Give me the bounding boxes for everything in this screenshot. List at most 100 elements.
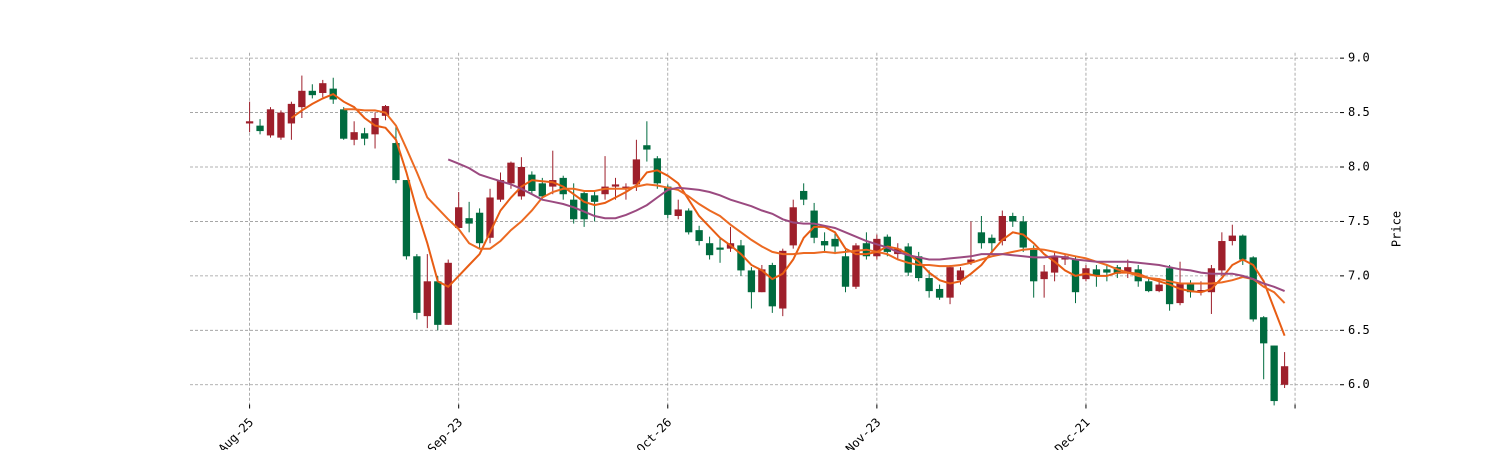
candle-body [381, 106, 390, 116]
candle-body [611, 184, 620, 187]
candle-body [685, 210, 693, 233]
candle-body [1050, 256, 1059, 273]
candle-body [674, 209, 682, 216]
candle-body [1155, 284, 1163, 292]
candle-body [538, 183, 546, 197]
candle-body [831, 238, 839, 247]
candle-body [1176, 283, 1184, 304]
candle-body [747, 270, 756, 293]
candle-body [1280, 366, 1289, 385]
candle-body [402, 180, 411, 257]
candle-body [507, 162, 515, 184]
candle-body [768, 264, 776, 307]
x-tick-label: -Aug-25 [211, 415, 257, 450]
moving-average-line [447, 158, 1285, 293]
candle-body [413, 256, 421, 313]
candle-body [1270, 345, 1278, 402]
y-tick-label: 6.5 [1348, 323, 1370, 337]
candle-body [946, 267, 954, 298]
y-tick-label: 9.0 [1348, 51, 1370, 65]
candle-body [705, 243, 714, 256]
candle-body [601, 186, 609, 195]
x-tick-label: -Sep-23 [420, 415, 466, 450]
y-tick-label: 8.0 [1348, 160, 1370, 174]
candle-body [1040, 271, 1048, 280]
candle-body [549, 180, 557, 187]
candle-body [570, 199, 578, 220]
candle-body [1249, 257, 1257, 320]
candle-body [528, 174, 536, 191]
x-tick-label: -Nov-23 [838, 415, 884, 450]
candle-body [1124, 267, 1132, 273]
candle-body [444, 262, 452, 325]
candle-body [319, 83, 327, 93]
y-tick-label: 7.0 [1348, 268, 1370, 282]
candle-body [632, 159, 641, 185]
candle-body [904, 246, 912, 273]
candle-body [998, 215, 1006, 242]
candle-body [1009, 215, 1017, 222]
candle-body [737, 245, 745, 271]
candle-body [1165, 268, 1174, 305]
candle-body [1030, 249, 1038, 282]
candle-body [287, 103, 296, 124]
candle-body [695, 230, 703, 242]
candle-body [852, 245, 860, 287]
candle-body [935, 288, 944, 298]
candle-body [915, 256, 923, 279]
moving-average-line [290, 92, 1286, 337]
candle-body [1218, 241, 1226, 271]
candle-body [1239, 235, 1247, 260]
candle-body [1113, 267, 1121, 274]
x-tick-label: -Dec-21 [1047, 415, 1093, 450]
candle-body [820, 241, 829, 246]
candle-body [308, 90, 316, 96]
candle-body [643, 145, 651, 150]
candle-body [1197, 290, 1205, 293]
candle-body [496, 180, 505, 200]
candle-body [1228, 235, 1236, 242]
y-axis-label: Price [1390, 211, 1404, 247]
candle-body [434, 281, 442, 325]
candle-body [277, 112, 285, 138]
candle-body [475, 212, 484, 244]
candle-body [873, 238, 881, 257]
candle-body [1260, 317, 1268, 344]
candle-body [455, 207, 463, 228]
candle-body [977, 232, 986, 244]
candle-body [350, 132, 358, 140]
candle-body [423, 281, 431, 317]
y-tick-label: 7.5 [1348, 214, 1370, 228]
candle-body [590, 195, 599, 202]
candle-body [716, 247, 724, 250]
candle-body [789, 207, 797, 246]
candle-body [800, 190, 808, 200]
candle-body [517, 167, 526, 197]
moving-average-line [343, 108, 1286, 304]
candle-body [465, 218, 473, 224]
candle-body [967, 259, 975, 263]
candle-body [988, 237, 996, 244]
candle-body [664, 186, 672, 215]
candle-body [622, 186, 630, 189]
y-tick-label: 6.0 [1348, 377, 1370, 391]
candle-body [1207, 268, 1216, 293]
candle-body [1103, 269, 1111, 273]
candle-body [256, 125, 264, 132]
candle-body [340, 109, 348, 139]
candle-body [841, 256, 850, 287]
candle-body [392, 143, 400, 181]
candle-body [360, 133, 369, 139]
candle-body [486, 197, 494, 238]
candle-body [298, 90, 306, 108]
candle-body [883, 236, 891, 252]
candle-body [758, 269, 766, 293]
candle-body [1186, 283, 1195, 293]
y-tick-label: 8.5 [1348, 105, 1370, 119]
candle-body [266, 109, 275, 136]
candle-body [1092, 269, 1101, 276]
candle-body [779, 250, 787, 309]
x-tick-label: -Oct-26 [629, 415, 675, 450]
